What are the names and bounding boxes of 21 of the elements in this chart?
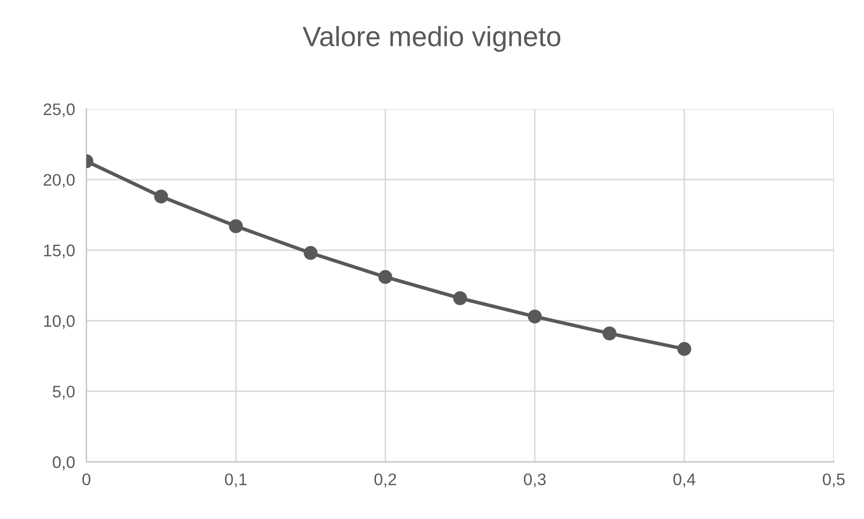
x-tick-label: 0,1: [224, 473, 247, 488]
point: [378, 270, 392, 284]
point: [602, 326, 616, 340]
y-tick-label: 20,0: [44, 174, 75, 188]
y-tick-label: 0,0: [52, 456, 75, 470]
point: [154, 190, 168, 204]
point: [304, 246, 318, 260]
x-tick-label: 0,5: [822, 473, 845, 488]
point: [453, 291, 468, 306]
y-tick-label: 5,0: [52, 386, 75, 400]
chart-title: Valore medio vigneto: [302, 26, 560, 52]
y-tick-label: 10,0: [44, 315, 75, 329]
x-tick-label: 0,2: [374, 473, 396, 488]
point: [228, 219, 243, 234]
y-tick-label: 25,0: [44, 103, 75, 118]
x-tick-label: 0,4: [673, 473, 696, 488]
x-tick-label: 0,3: [524, 473, 546, 488]
point: [528, 310, 542, 324]
point: [677, 342, 692, 356]
x-tick-label: 0: [82, 473, 90, 486]
y-tick-label: 15,0: [44, 244, 75, 258]
